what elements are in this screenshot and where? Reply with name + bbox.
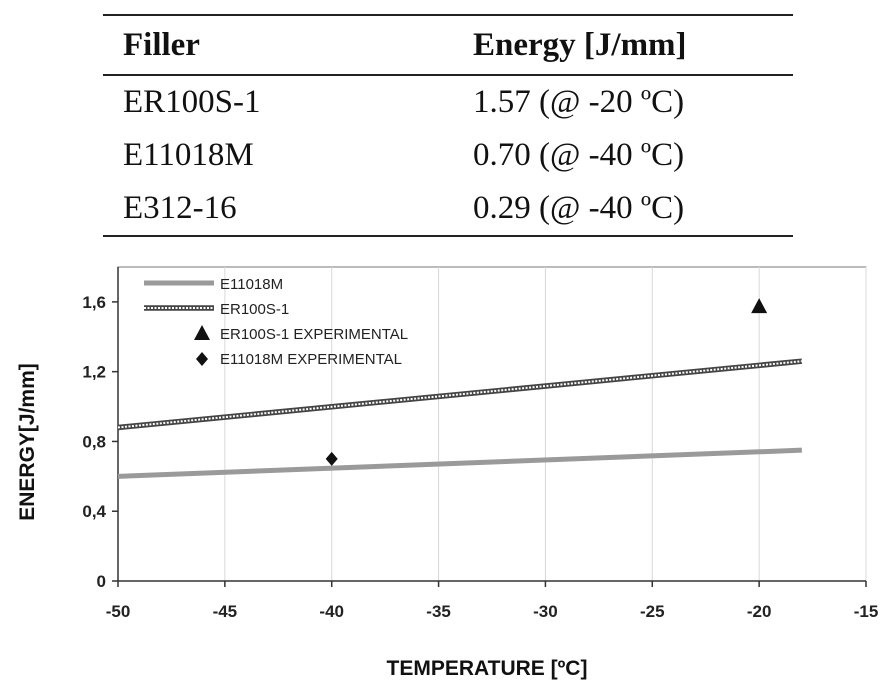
legend-marker-e11018m-experimental (196, 352, 208, 366)
x-tick-label: -20 (747, 602, 772, 621)
series-layer (117, 298, 803, 479)
y-tick-label: 0,4 (82, 502, 106, 521)
series-line-er100s-1 (117, 358, 803, 431)
legend-marker-er100s-1-experimental (194, 325, 210, 340)
table-header-row: Filler Energy [J/mm] (103, 15, 793, 75)
y-tick-label: 1,2 (82, 363, 106, 382)
header-filler: Filler (123, 26, 200, 63)
x-tick-label: -15 (854, 602, 879, 621)
cell-filler: E312-16 (123, 190, 237, 226)
table-row: ER100S-1 1.57 (@ -20 ºC) (103, 75, 793, 129)
header-energy: Energy [J/mm] (473, 26, 687, 63)
y-tick-label: 0 (97, 572, 106, 591)
cell-filler: ER100S-1 (123, 84, 261, 120)
legend-label-e11018m-experimental: E11018M EXPERIMENTAL (220, 351, 402, 368)
plot-area (117, 266, 867, 582)
filler-energy-table: Filler Energy [J/mm] ER100S-1 1.57 (@ -2… (103, 14, 793, 237)
legend-label-er100s-1-experimental: ER100S-1 EXPERIMENTAL (220, 326, 408, 343)
axes: -50 -45 -40 -35 -30 -25 -20 -15 0 0,4 0,8 1,2 1,6 (82, 267, 878, 621)
x-axis-title: TEMPERATURE [ºC] (387, 657, 588, 680)
legend-label-e11018m: E11018M (220, 276, 283, 293)
cell-energy: 1.57 (@ -20 ºC) (473, 84, 685, 120)
y-axis-title: ENERGY[J/mm] (16, 363, 39, 521)
cell-filler: E11018M (123, 137, 254, 173)
cell-energy: 0.29 (@ -40 ºC) (473, 190, 685, 226)
energy-temperature-chart: -50 -45 -40 -35 -30 -25 -20 -15 0 0,4 0,8 1,2 1,6 E1… (16, 266, 878, 680)
x-tick-label: -25 (640, 602, 665, 621)
data-point-er100s-1-experimental (751, 298, 768, 314)
x-tick-label: -45 (213, 602, 238, 621)
x-tick-label: -50 (106, 602, 131, 621)
table-row: E11018M 0.70 (@ -40 ºC) (103, 129, 793, 182)
data-point-e11018m-experimental (325, 451, 338, 466)
x-tick-label: -30 (533, 602, 558, 621)
cell-energy: 0.70 (@ -40 ºC) (473, 137, 685, 173)
x-tick-label: -35 (426, 602, 451, 621)
y-tick-label: 1,6 (82, 293, 106, 312)
series-line-e11018m (117, 447, 802, 479)
grid-lines (224, 267, 867, 581)
legend-label-er100s-1: ER100S-1 (220, 301, 289, 318)
table-row: E312-16 0.29 (@ -40 ºC) (103, 182, 793, 236)
legend: E11018M ER100S-1 ER100S-1 EXPERIMENTAL E110… (144, 276, 408, 368)
x-tick-label: -40 (319, 602, 344, 621)
y-tick-label: 0,8 (82, 432, 106, 451)
